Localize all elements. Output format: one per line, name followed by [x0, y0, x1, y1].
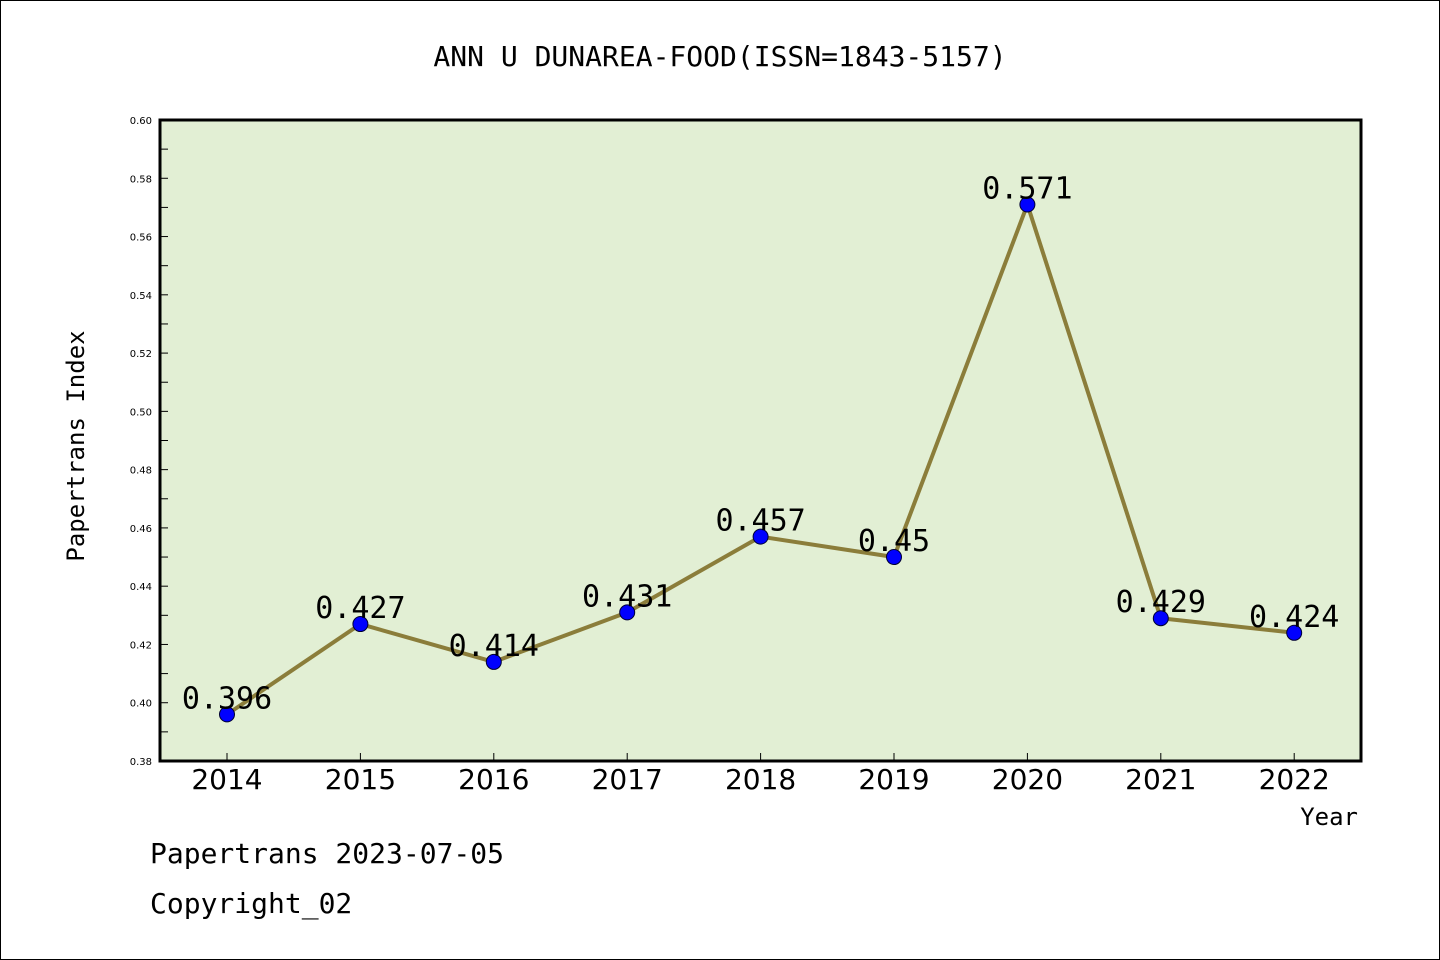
y-tick-label: 0.58 [130, 174, 152, 185]
data-point [485, 653, 502, 670]
y-tick-label: 0.50 [130, 407, 152, 418]
y-tick-label: 0.44 [130, 582, 152, 593]
plot-area [160, 120, 1361, 761]
data-point [886, 549, 902, 566]
y-tick-label: 0.54 [130, 291, 152, 302]
footer-copyright: Copyright_02 [150, 887, 352, 921]
data-label: 0.431 [582, 579, 672, 614]
data-labels: 0.396 0.427 0.414 0.431 0.457 0.45 0.571 0.429 0… [182, 171, 1340, 716]
data-label: 0.427 [315, 591, 405, 626]
y-axis: 0.38 0.40 0.42 0.44 0.46 0.48 0.50 0.52 0.54 0.56… [130, 116, 168, 768]
chart-title: ANN U DUNAREA-FOOD(ISSN=1843-5157) [433, 40, 1006, 73]
data-point [1152, 610, 1169, 627]
y-axis-label: Papertrans Index [62, 330, 90, 561]
data-label: 0.45 [858, 524, 930, 559]
y-tick-label: 0.52 [130, 349, 152, 360]
y-tick-label: 0.40 [130, 699, 152, 710]
x-tick-label: 2017 [592, 763, 663, 796]
series-markers [219, 196, 1303, 723]
x-axis: 2014 2015 2016 2017 2018 2019 2020 2021 2022 [191, 753, 1330, 796]
data-point [752, 528, 769, 545]
y-tick-label: 0.42 [130, 640, 152, 651]
x-tick-label: 2022 [1259, 763, 1330, 796]
x-tick-label: 2019 [858, 763, 929, 796]
data-label: 0.396 [182, 681, 272, 716]
data-label: 0.429 [1116, 585, 1206, 620]
footer-date: Papertrans 2023-07-05 [150, 837, 504, 870]
x-axis-label: Year [1300, 803, 1358, 831]
y-tick-label: 0.56 [130, 233, 152, 244]
x-tick-label: 2015 [325, 763, 396, 796]
data-point [1019, 196, 1036, 213]
data-label: 0.457 [715, 504, 805, 539]
y-tick-label: 0.48 [130, 466, 152, 477]
x-tick-label: 2016 [458, 763, 529, 796]
y-tick-label: 0.38 [130, 757, 152, 768]
data-point [219, 706, 235, 723]
x-tick-label: 2018 [725, 763, 796, 796]
y-tick-label: 0.60 [130, 116, 152, 127]
data-point [352, 616, 369, 633]
data-label: 0.571 [982, 171, 1072, 206]
data-label: 0.414 [449, 629, 539, 664]
x-tick-label: 2014 [191, 763, 262, 796]
data-label: 0.424 [1249, 600, 1339, 635]
data-point [1286, 624, 1303, 641]
x-tick-label: 2021 [1125, 763, 1196, 796]
plot-border [158, 118, 1363, 763]
data-point [619, 604, 636, 621]
x-tick-label: 2020 [992, 763, 1063, 796]
y-tick-label: 0.46 [130, 524, 152, 535]
